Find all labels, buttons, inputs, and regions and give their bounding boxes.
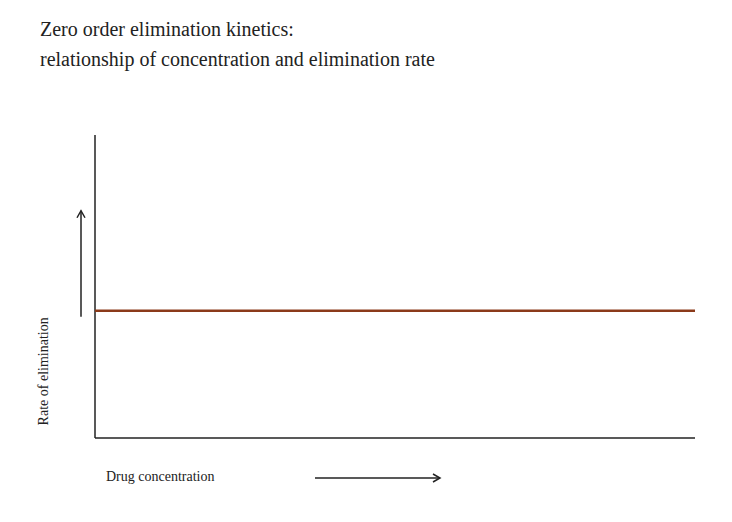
x-axis-label: Drug concentration: [106, 469, 214, 484]
plot-area: [95, 310, 695, 311]
x-direction-arrow: [315, 477, 440, 479]
x-axis-line: [95, 437, 695, 439]
chart-svg: Zero order elimination kinetics: relation…: [0, 0, 732, 522]
title: Zero order elimination kinetics:: [40, 18, 294, 40]
y-axis-line: [94, 135, 96, 438]
rate-line: [95, 309, 695, 312]
chart-container: Zero order elimination kinetics: relation…: [0, 0, 732, 522]
y-direction-arrow: [80, 211, 82, 317]
y-axis-label: Rate of elimination: [36, 317, 51, 425]
subtitle: relationship of concentration and elimin…: [40, 48, 435, 71]
